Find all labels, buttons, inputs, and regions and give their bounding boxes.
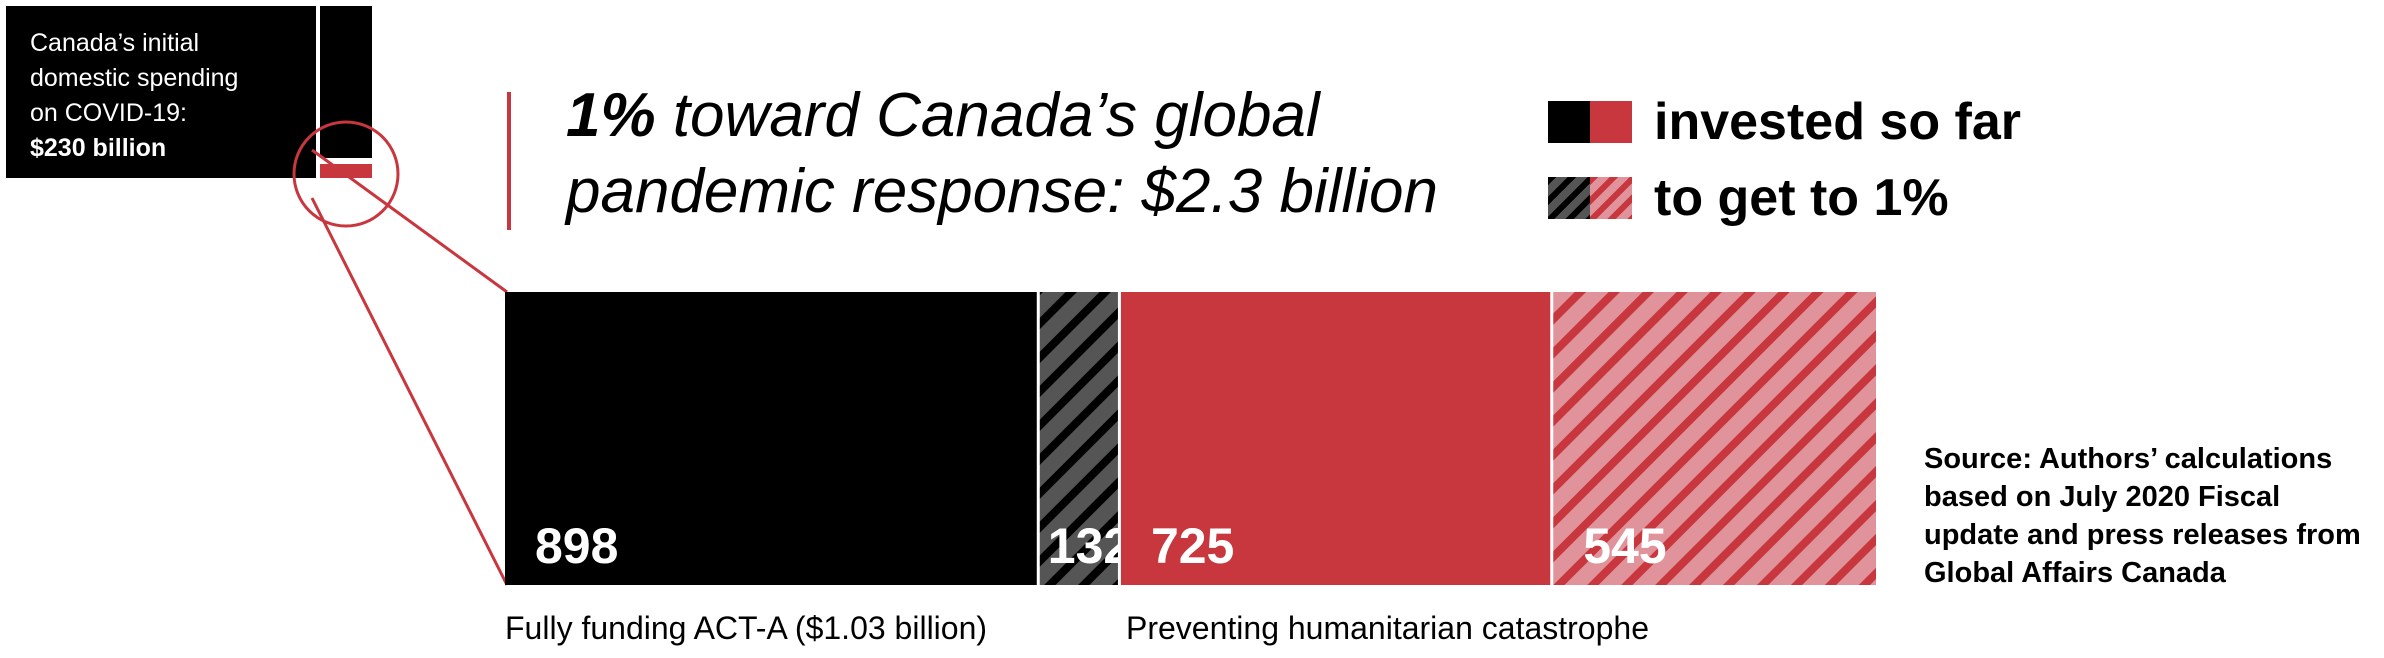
legend-invested-label: invested so far xyxy=(1654,93,2022,151)
title-text: toward Canada’s global pandemic response… xyxy=(566,81,1438,226)
group-label-act-a: Fully funding ACT-A ($1.03 billion) xyxy=(505,610,988,646)
legend-invested: invested so far xyxy=(1548,93,2021,151)
bar-segment-898 xyxy=(505,292,1037,585)
zoom-line-bottom xyxy=(310,197,509,586)
title-percent: 1% xyxy=(566,81,656,150)
domestic-spending-line-1: Canada’s initial xyxy=(30,29,200,57)
bar-value-132: 132 xyxy=(1048,518,1131,574)
domestic-spending-box: Canada’s initial domestic spending on CO… xyxy=(6,6,316,178)
legend-swatch-red xyxy=(1590,101,1632,143)
title-rule xyxy=(507,92,511,230)
bar-value-898: 898 xyxy=(535,518,618,574)
domestic-spending-bar xyxy=(320,6,372,158)
group-label-humanitarian: Preventing humanitarian catastrophe xyxy=(1126,610,1649,646)
bar-segment-725 xyxy=(1120,292,1551,585)
bar-segment-132 xyxy=(1039,292,1118,585)
one-percent-slice xyxy=(320,164,372,178)
bar-value-545: 545 xyxy=(1583,518,1666,574)
domestic-spending-line-2: domestic spending xyxy=(30,64,239,92)
source-note: Source: Authors’ calculations based on J… xyxy=(1924,443,2361,589)
legend-to-get-label: to get to 1% xyxy=(1654,169,1949,227)
domestic-spending-amount: $230 billion xyxy=(30,134,167,162)
legend-swatch-black xyxy=(1548,101,1590,143)
legend-swatch-black-hatched xyxy=(1548,177,1590,219)
legend-to-get: to get to 1% xyxy=(1548,169,1949,227)
legend-swatch-red-hatched xyxy=(1590,177,1632,219)
domestic-spending-line-3: on COVID-19: xyxy=(30,99,188,127)
zoom-line-top xyxy=(311,148,508,294)
bar-segment-545 xyxy=(1553,292,1876,585)
zoom-circle xyxy=(292,120,400,228)
bar-value-725: 725 xyxy=(1151,518,1234,574)
chart-title: 1% toward Canada’s global pandemic respo… xyxy=(566,78,1556,230)
